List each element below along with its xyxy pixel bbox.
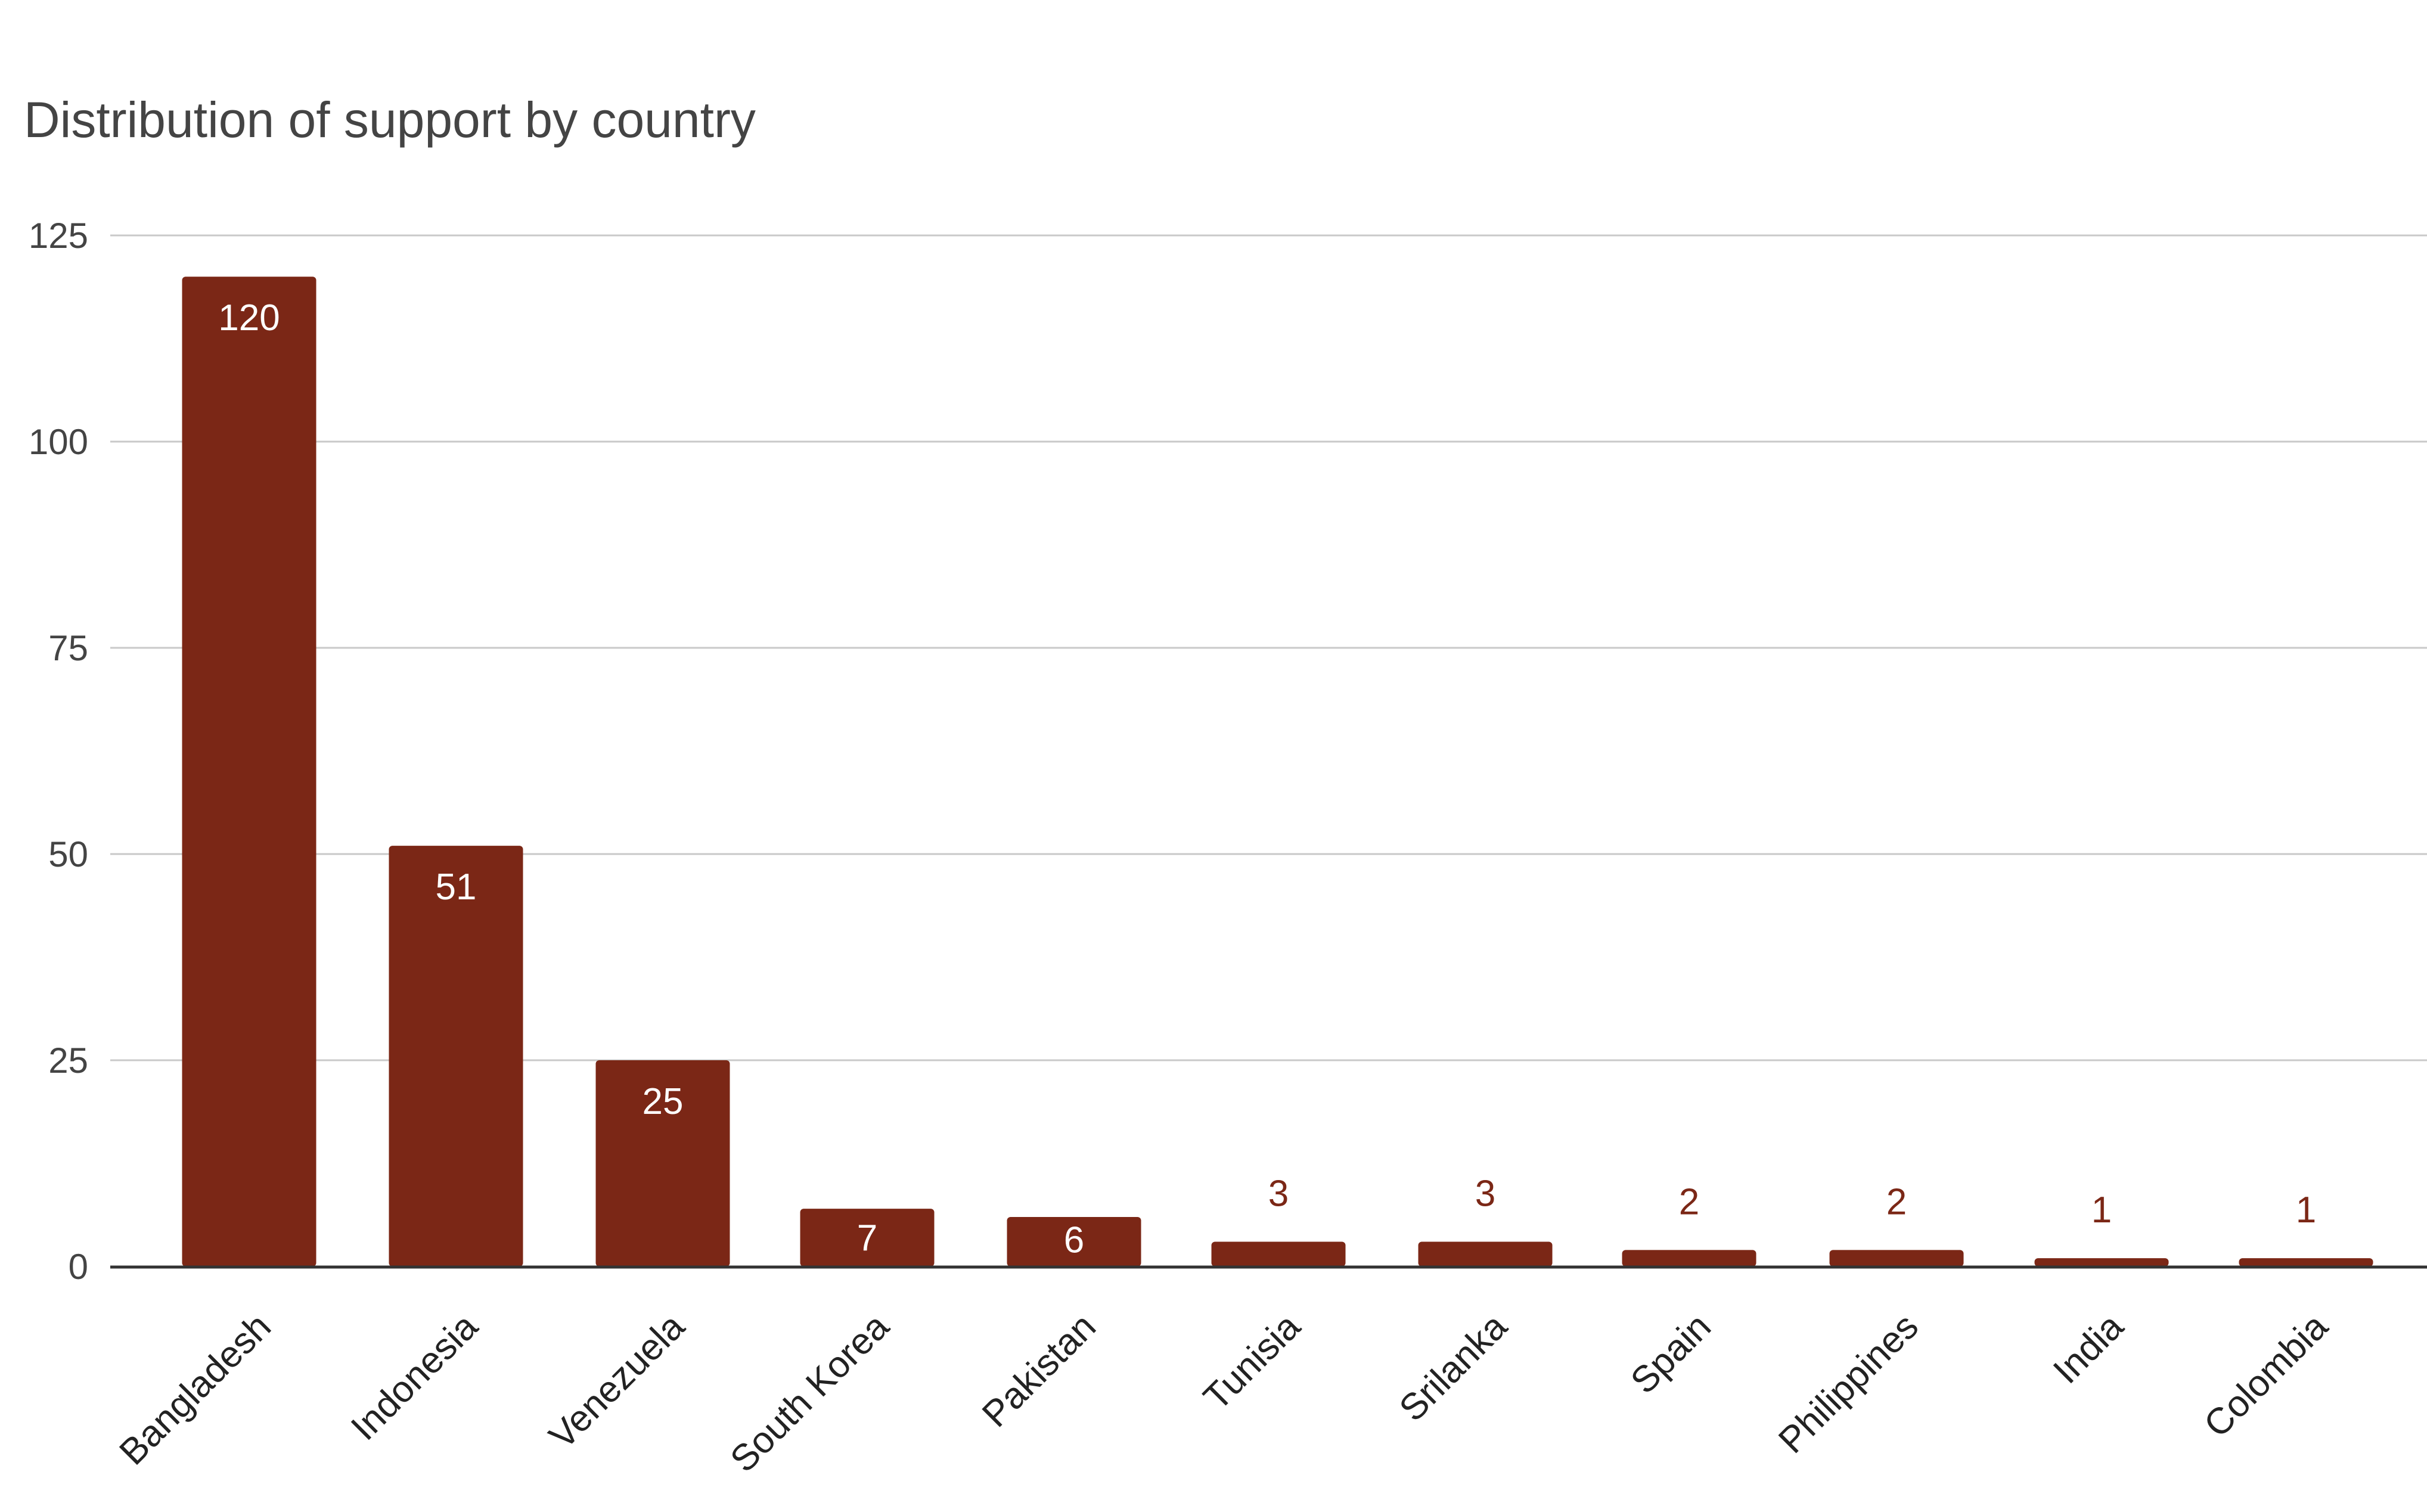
data-label: 25 <box>643 1081 684 1122</box>
x-tick-label: Tunisia <box>1196 1306 1308 1418</box>
bar-south-korea <box>800 1209 935 1266</box>
bar-venezuela <box>595 1060 730 1266</box>
y-tick-label: 25 <box>48 1041 88 1081</box>
bar-bangladesh <box>182 277 316 1267</box>
y-tick-label: 100 <box>29 422 88 462</box>
data-label: 1 <box>2091 1190 2112 1231</box>
x-tick-label: India <box>2046 1306 2131 1392</box>
chart-title: Distribution of support by country <box>24 92 756 148</box>
y-tick-label: 50 <box>48 834 88 874</box>
x-tick-label: Philippines <box>1771 1306 1926 1461</box>
data-label: 6 <box>1064 1220 1084 1261</box>
x-tick-label: Venezuela <box>541 1306 693 1457</box>
y-tick-label: 75 <box>48 628 88 668</box>
y-axis-ticks: 0 25 50 75 100 125 <box>29 216 88 1287</box>
x-tick-label: Indonesia <box>343 1306 486 1448</box>
bar-philippines <box>1829 1250 1964 1266</box>
x-tick-label: Srilanka <box>1392 1306 1516 1430</box>
x-tick-label: Bangladesh <box>112 1306 279 1473</box>
data-label: 2 <box>1886 1181 1907 1222</box>
y-tick-label: 0 <box>69 1247 88 1287</box>
data-label: 3 <box>1475 1173 1495 1214</box>
x-axis-tick-labels: Bangladesh Indonesia Venezuela South Korea P… <box>112 1306 2336 1480</box>
data-label: 7 <box>857 1218 877 1259</box>
bar-india <box>2034 1258 2169 1266</box>
data-label: 120 <box>218 297 280 339</box>
x-tick-label: South Korea <box>722 1306 897 1480</box>
y-tick-label: 125 <box>29 216 88 256</box>
x-tick-label: Pakistan <box>974 1306 1104 1435</box>
bars <box>182 277 2373 1267</box>
bar-colombia <box>2239 1258 2373 1266</box>
x-tick-label: Spain <box>1623 1306 1719 1402</box>
data-label: 2 <box>1679 1181 1699 1222</box>
data-label: 51 <box>436 867 477 908</box>
data-labels: 120 51 25 7 6 3 3 2 2 1 1 <box>218 297 2316 1261</box>
bar-indonesia <box>389 846 523 1266</box>
bar-pakistan <box>1007 1216 1141 1266</box>
data-label: 3 <box>1268 1173 1289 1214</box>
data-label: 1 <box>2296 1190 2316 1231</box>
x-tick-label: Colombia <box>2196 1306 2336 1445</box>
bar-srilanka <box>1418 1241 1553 1266</box>
bar-tunisia <box>1211 1241 1346 1266</box>
bar-spain <box>1622 1250 1756 1266</box>
